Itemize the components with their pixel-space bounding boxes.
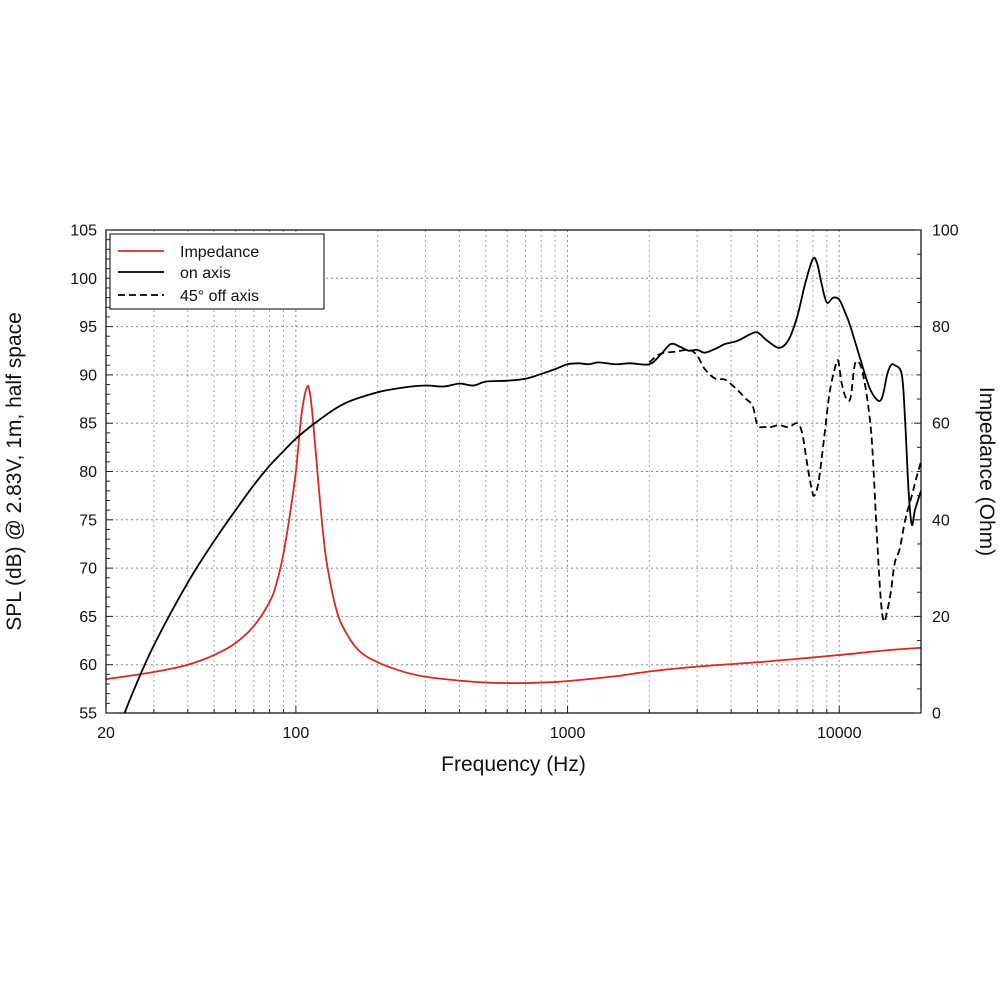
impedance-curve xyxy=(106,384,921,685)
y-left-tick-label: 90 xyxy=(79,367,97,384)
legend-label-on-axis: on axis xyxy=(180,265,231,282)
y-axis-right-title: Impedance (Ohm) xyxy=(975,387,998,556)
off-axis-curve xyxy=(648,348,921,623)
legend-label-impedance: Impedance xyxy=(180,244,259,261)
x-tick-label: 1000 xyxy=(550,725,586,742)
y-axis-left-title: SPL (dB) @ 2.83V, 1m, half space xyxy=(3,312,26,631)
legend-label-off-axis: 45° off axis xyxy=(180,288,259,305)
x-tick-label: 20 xyxy=(97,725,115,742)
y-left-tick-label: 70 xyxy=(79,561,97,578)
y-left-tick-label: 105 xyxy=(70,223,97,240)
plot-series xyxy=(106,256,921,713)
axis-ticks: 55 60 65 70 75 80 85 90 95 100 105 0 20 40 60 80 100 20 10… xyxy=(70,223,959,743)
y-left-tick-label: 55 xyxy=(79,706,97,723)
y-left-tick-label: 60 xyxy=(79,657,97,674)
y-right-tick-label: 0 xyxy=(932,706,941,723)
y-right-tick-label: 40 xyxy=(932,512,950,529)
y-left-tick-label: 80 xyxy=(79,464,97,481)
y-right-tick-label: 20 xyxy=(932,609,950,626)
y-left-tick-label: 100 xyxy=(70,271,97,288)
y-left-tick-label: 75 xyxy=(79,512,97,529)
legend: Impedance on axis 45° off axis xyxy=(109,233,325,310)
x-tick-label: 100 xyxy=(283,725,310,742)
y-left-tick-label: 65 xyxy=(79,609,97,626)
on-axis-curve xyxy=(123,256,921,713)
y-left-tick-label: 85 xyxy=(79,416,97,433)
y-right-tick-label: 100 xyxy=(932,223,959,240)
y-left-tick-label: 95 xyxy=(79,319,97,336)
y-right-tick-label: 80 xyxy=(932,319,950,336)
x-axis-title: Frequency (Hz) xyxy=(441,753,586,776)
y-right-tick-label: 60 xyxy=(932,416,950,433)
x-tick-label: 10000 xyxy=(817,725,862,742)
